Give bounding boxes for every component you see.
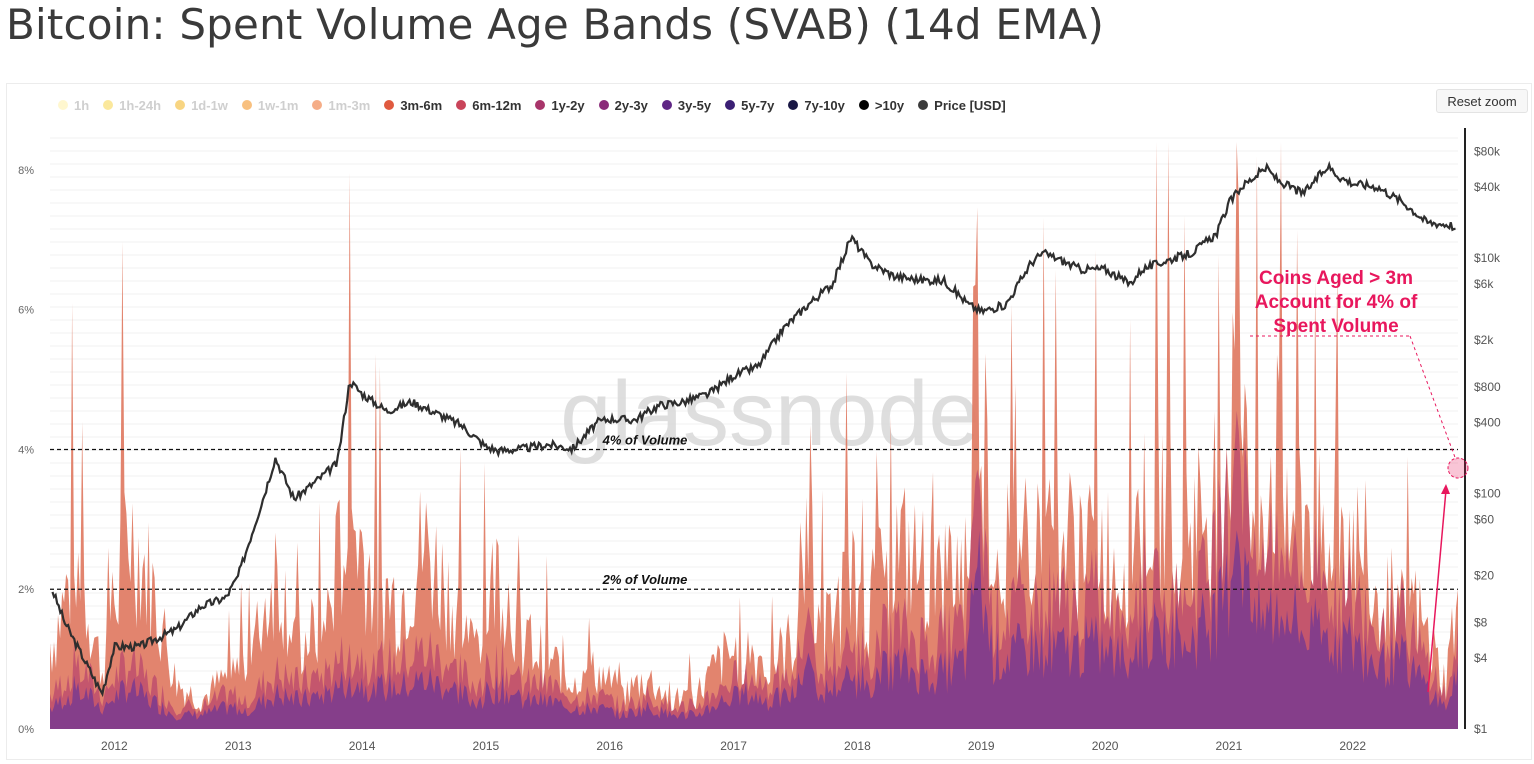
legend-swatch <box>58 100 68 110</box>
legend-label: 7y-10y <box>804 97 845 113</box>
legend-label: 1h <box>74 97 90 113</box>
legend-item[interactable]: 1d-1w <box>175 98 228 113</box>
legend-item[interactable]: 1m-3m <box>312 98 370 113</box>
legend-label: 1y-2y <box>551 97 585 113</box>
legend-swatch <box>918 100 929 110</box>
legend-label: 5y-7y <box>741 97 775 113</box>
legend-label: 1w-1m <box>257 97 299 113</box>
legend-swatch <box>456 100 467 110</box>
legend-label: 1d-1w <box>191 97 228 113</box>
legend-label: 2y-3y <box>614 97 648 113</box>
legend-swatch <box>175 100 186 110</box>
legend-swatch <box>384 100 395 110</box>
legend-item[interactable]: 5y-7y <box>725 98 774 113</box>
legend-swatch <box>103 100 114 110</box>
legend-swatch <box>661 100 672 110</box>
legend-item[interactable]: 1h-24h <box>103 98 161 113</box>
legend-item[interactable]: Price [USD] <box>918 98 1006 113</box>
legend-swatch <box>598 100 609 110</box>
legend-item[interactable]: 1w-1m <box>241 97 299 113</box>
legend-item[interactable]: 3y-5y <box>661 97 712 113</box>
legend-label: 1m-3m <box>328 97 371 113</box>
legend-item[interactable]: 7y-10y <box>788 97 845 113</box>
legend-item[interactable]: 2y-3y <box>598 97 648 113</box>
legend-label: 3y-5y <box>677 97 712 113</box>
legend-label: Price [USD] <box>934 97 1006 113</box>
legend-label: 3m-6m <box>400 97 443 113</box>
legend-swatch <box>858 100 869 110</box>
chart-frame <box>6 83 1532 760</box>
legend-label: >10y <box>874 97 905 113</box>
reset-zoom-button[interactable]: Reset zoom <box>1436 89 1528 113</box>
legend-item[interactable]: 6m-12m <box>456 98 521 113</box>
legend-label: 6m-12m <box>472 97 522 113</box>
legend-swatch <box>535 100 546 110</box>
legend-item[interactable]: 3m-6m <box>384 98 442 113</box>
legend-item[interactable]: 1y-2y <box>535 97 585 113</box>
legend-label: 1h-24h <box>119 97 162 113</box>
page-title: Bitcoin: Spent Volume Age Bands (SVAB) (… <box>6 0 1105 49</box>
legend-swatch <box>788 100 799 110</box>
legend-swatch <box>312 100 323 110</box>
legend-item[interactable]: >10y <box>858 97 905 113</box>
legend-swatch <box>241 100 252 110</box>
legend-item[interactable]: 1h <box>58 98 89 113</box>
legend: 1h 1h-24h 1d-1w 1w-1m 1m-3m 3m-6m 6m-12m 1y-2y 2… <box>58 96 1020 114</box>
legend-swatch <box>725 100 736 110</box>
